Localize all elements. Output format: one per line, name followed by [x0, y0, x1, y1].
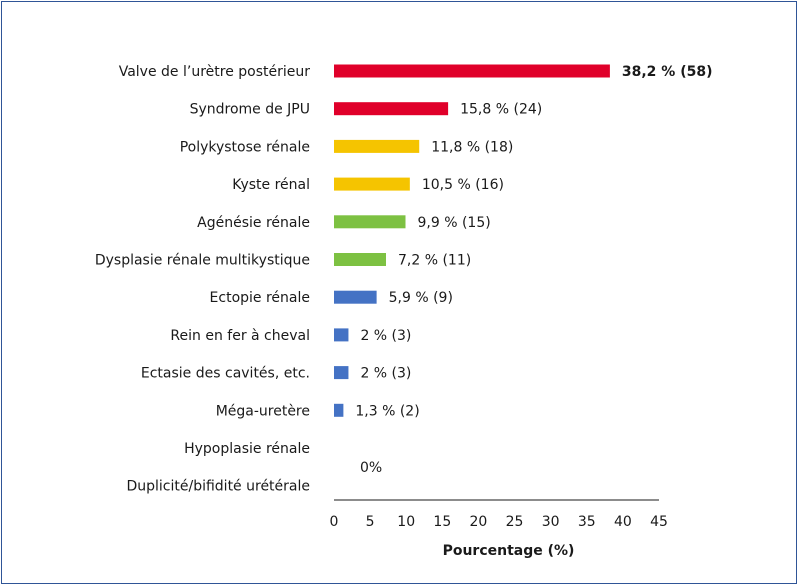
category-label: Rein en fer à cheval [170, 328, 310, 344]
x-axis-label: Pourcentage (%) [443, 543, 575, 559]
category-label: Valve de l’urètre postérieur [119, 64, 311, 80]
labels-layer: Valve de l’urètre postérieur 38,2 % (58) S… [95, 64, 713, 495]
x-tick-label: 0 [330, 514, 339, 530]
x-tick-label: 20 [470, 514, 488, 530]
category-label: Duplicité/bifidité urétérale [126, 479, 310, 495]
value-label: 1,3 % (2) [355, 403, 419, 419]
bar [334, 102, 449, 116]
zero-value-label: 0% [360, 460, 382, 476]
bar [334, 328, 349, 342]
bar [334, 139, 420, 153]
category-label: Ectasie des cavités, etc. [141, 366, 310, 382]
category-label: Agénésie rénale [197, 215, 310, 231]
category-label: Syndrome de JPU [190, 102, 310, 118]
category-label: Polykystose rénale [180, 139, 310, 155]
x-tick-label: 5 [366, 514, 375, 530]
x-tick-label: 35 [578, 514, 596, 530]
bars-layer [334, 64, 610, 417]
category-label: Dysplasie rénale multikystique [95, 253, 310, 269]
category-label: Méga-uretère [216, 403, 310, 419]
value-label: 5,9 % (9) [389, 290, 453, 306]
bar [334, 253, 386, 266]
value-label: 9,9 % (15) [418, 215, 491, 231]
x-tick-label: 25 [506, 514, 524, 530]
bar [334, 403, 344, 417]
x-tick-label: 30 [542, 514, 560, 530]
bar [334, 290, 377, 304]
value-label: 11,8 % (18) [431, 139, 513, 155]
category-label: Ectopie rénale [210, 290, 310, 306]
value-label: 7,2 % (11) [398, 253, 471, 269]
bar [334, 177, 410, 191]
value-label: 38,2 % (58) [622, 64, 713, 80]
bar [334, 64, 610, 78]
category-label: Hypoplasie rénale [184, 441, 310, 457]
category-label: Kyste rénal [232, 177, 310, 193]
value-label: 15,8 % (24) [460, 102, 542, 118]
x-tick-label: 45 [650, 514, 668, 530]
value-label: 2 % (3) [360, 328, 411, 344]
value-label: 10,5 % (16) [422, 177, 504, 193]
bar [334, 215, 406, 229]
x-ticks-layer: 0 5 10 15 20 25 30 35 40 45 [330, 514, 668, 530]
bar [334, 366, 349, 380]
x-tick-label: 10 [397, 514, 415, 530]
x-tick-label: 40 [614, 514, 632, 530]
value-label: 2 % (3) [360, 366, 411, 382]
x-tick-label: 15 [433, 514, 451, 530]
